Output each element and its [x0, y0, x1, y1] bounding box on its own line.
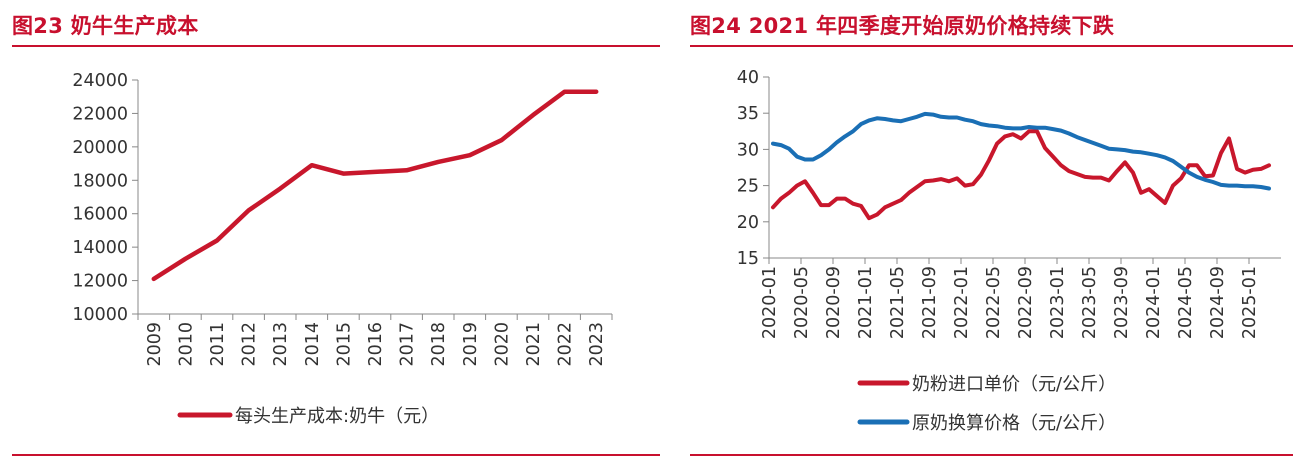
- x-tick-label: 2021-01: [856, 266, 876, 339]
- y-tick-label: 15: [737, 249, 759, 269]
- cost-line-chart: 10000 12000 14000 16000 18000 20000 22000 24000…: [72, 71, 613, 427]
- y-tick-label: 40: [737, 68, 759, 88]
- y-tick-label: 12000: [72, 272, 128, 292]
- y-tick-label: 30: [737, 140, 759, 160]
- x-tick-label: 2015: [334, 322, 354, 367]
- x-tick-label: 2020-05: [792, 266, 812, 339]
- x-tick-label: 2022-09: [1016, 266, 1036, 339]
- x-tick-label: 2009: [145, 322, 165, 367]
- x-tick-label: 2016: [366, 322, 386, 367]
- y-tick-label: 10000: [72, 305, 128, 325]
- x-tick-label: 2011: [208, 322, 228, 367]
- figure-23-top-rule: [12, 45, 660, 47]
- x-tick-label: 2023: [587, 322, 607, 367]
- series-line-cost: [151, 89, 599, 282]
- figure-23-panel: 图23 奶牛生产成本 10000 12000 14000 16000 18000 2000…: [12, 14, 660, 456]
- y-tick-label: 25: [737, 177, 759, 197]
- x-tick-label: 2022: [556, 322, 576, 367]
- figure-24-panel: 图24 2021 年四季度开始原奶价格持续下跌 15 20 25 30 35 40 2020…: [686, 0, 1297, 461]
- x-tick-label: 2012: [240, 322, 260, 367]
- x-tick-label: 2014: [303, 322, 323, 367]
- x-tick-label: 2019: [461, 322, 481, 367]
- figure-24-top-rule: [690, 45, 1293, 47]
- x-tick-label: 2024-05: [1176, 266, 1196, 339]
- legend-label-raw-milk: 原奶换算价格（元/公斤）: [912, 413, 1116, 434]
- figure-24-title: 图24 2021 年四季度开始原奶价格持续下跌: [690, 14, 1115, 38]
- y-tick-label: 16000: [72, 205, 128, 225]
- x-tick-label: 2021: [524, 322, 544, 367]
- x-tick-label: 2020-01: [760, 266, 780, 339]
- x-tick-label: 2013: [271, 322, 291, 367]
- y-tick-label: 14000: [72, 238, 128, 258]
- y-tick-label: 20: [737, 213, 759, 233]
- y-tick-label: 20000: [72, 138, 128, 158]
- x-tick-label: 2022-01: [952, 266, 972, 339]
- y-tick-label: 35: [737, 104, 759, 124]
- x-tick-label: 2021-05: [888, 266, 908, 339]
- x-tick-label: 2017: [398, 322, 418, 367]
- y-tick-label: 18000: [72, 171, 128, 191]
- figure-23-title: 图23 奶牛生产成本: [12, 14, 199, 38]
- x-tick-label: 2025-01: [1240, 266, 1260, 339]
- x-tick-label: 2024-09: [1208, 266, 1228, 339]
- series-line-milk-powder-price: [771, 129, 1271, 221]
- figure-23-bottom-rule: [12, 454, 660, 456]
- legend-label-cost: 每头生产成本:奶牛（元）: [235, 406, 439, 427]
- legend-label-milk-powder: 奶粉进口单价（元/公斤）: [912, 374, 1116, 395]
- x-tick-label: 2023-01: [1048, 266, 1068, 339]
- x-tick-label: 2010: [176, 322, 196, 367]
- figure-24-bottom-rule: [690, 454, 1293, 456]
- y-tick-label: 24000: [72, 71, 128, 91]
- x-tick-label: 2021-09: [920, 266, 940, 339]
- x-tick-label: 2023-09: [1112, 266, 1132, 339]
- x-tick-label: 2018: [429, 322, 449, 367]
- price-line-chart: 15 20 25 30 35 40 2020-01 2020-05 2020-09 2021-01…: [737, 68, 1281, 434]
- x-tick-label: 2023-05: [1080, 266, 1100, 339]
- y-tick-label: 22000: [72, 104, 128, 124]
- series-line-raw-milk-price: [771, 111, 1271, 191]
- x-tick-label: 2024-01: [1144, 266, 1164, 339]
- x-tick-label: 2020-09: [824, 266, 844, 339]
- x-tick-label: 2022-05: [984, 266, 1004, 339]
- x-tick-label: 2020: [492, 322, 512, 367]
